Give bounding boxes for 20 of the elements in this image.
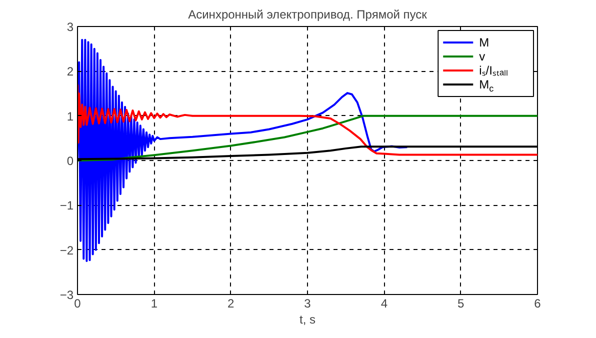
- legend-label: M: [479, 36, 490, 50]
- y-tick-label: −2: [60, 243, 74, 258]
- x-tick-label: 2: [227, 296, 234, 310]
- legend-label: iₛ/Iₛₜₐₗₗ: [479, 64, 508, 78]
- legend-label: v: [479, 50, 486, 64]
- y-tick-label: 3: [66, 20, 74, 34]
- line-series: [78, 114, 538, 162]
- chart-title: Асинхронный электропривод. Прямой пуск: [188, 8, 428, 22]
- y-tick-label: −3: [60, 288, 74, 302]
- y-tick-label: 2: [66, 64, 74, 79]
- x-axis-title: t, s: [300, 312, 316, 326]
- line-series: [78, 38, 408, 262]
- x-tick-label: 1: [150, 296, 158, 310]
- y-tick-label: 0: [66, 154, 74, 168]
- x-tick-label: 6: [534, 296, 542, 310]
- y-tick-label: 1: [66, 109, 74, 124]
- x-tick-label: 3: [304, 296, 312, 310]
- x-tick-label: 5: [457, 296, 464, 310]
- x-tick-label: 4: [380, 296, 388, 310]
- y-tick-label: −1: [60, 198, 74, 213]
